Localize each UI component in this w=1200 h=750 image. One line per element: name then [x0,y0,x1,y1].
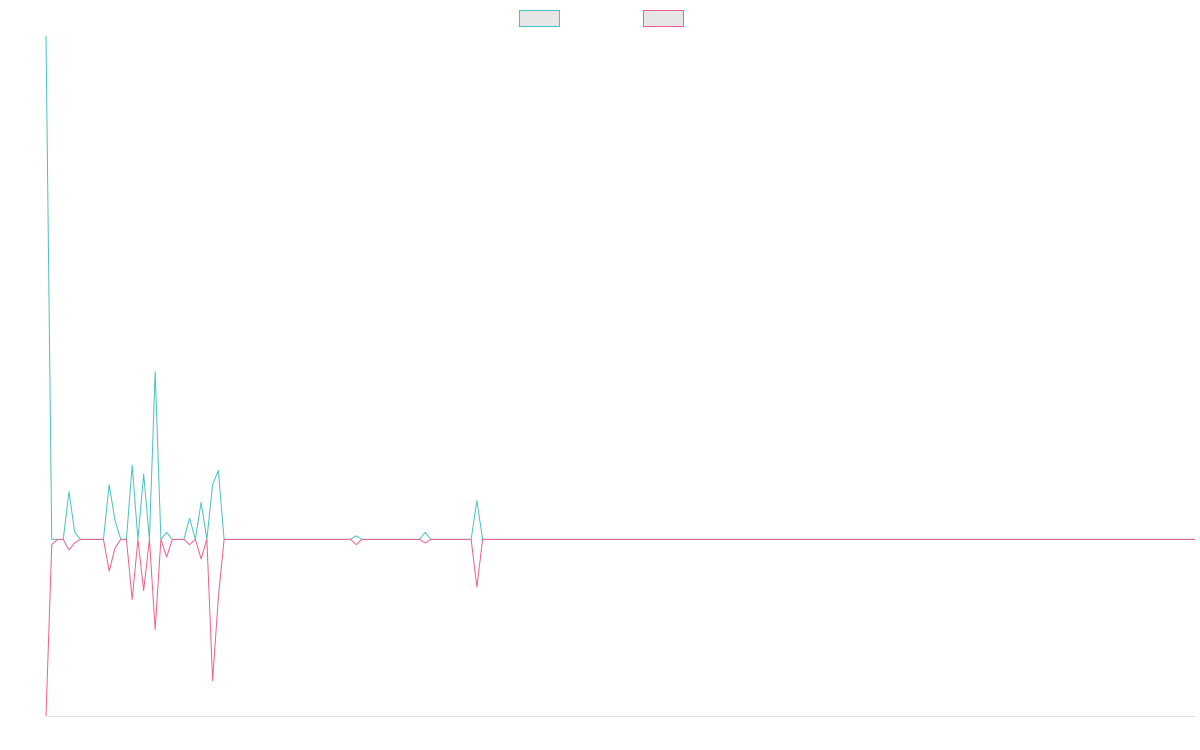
series-line-1 [45,35,1195,540]
series-layer [45,35,1195,717]
legend-swatch-2[interactable] [643,10,684,27]
legend-swatch-1[interactable] [519,10,560,27]
legend [519,10,684,27]
series-line-2 [45,538,1195,717]
legend-item-2[interactable] [643,10,684,27]
legend-item-1[interactable] [519,10,560,27]
